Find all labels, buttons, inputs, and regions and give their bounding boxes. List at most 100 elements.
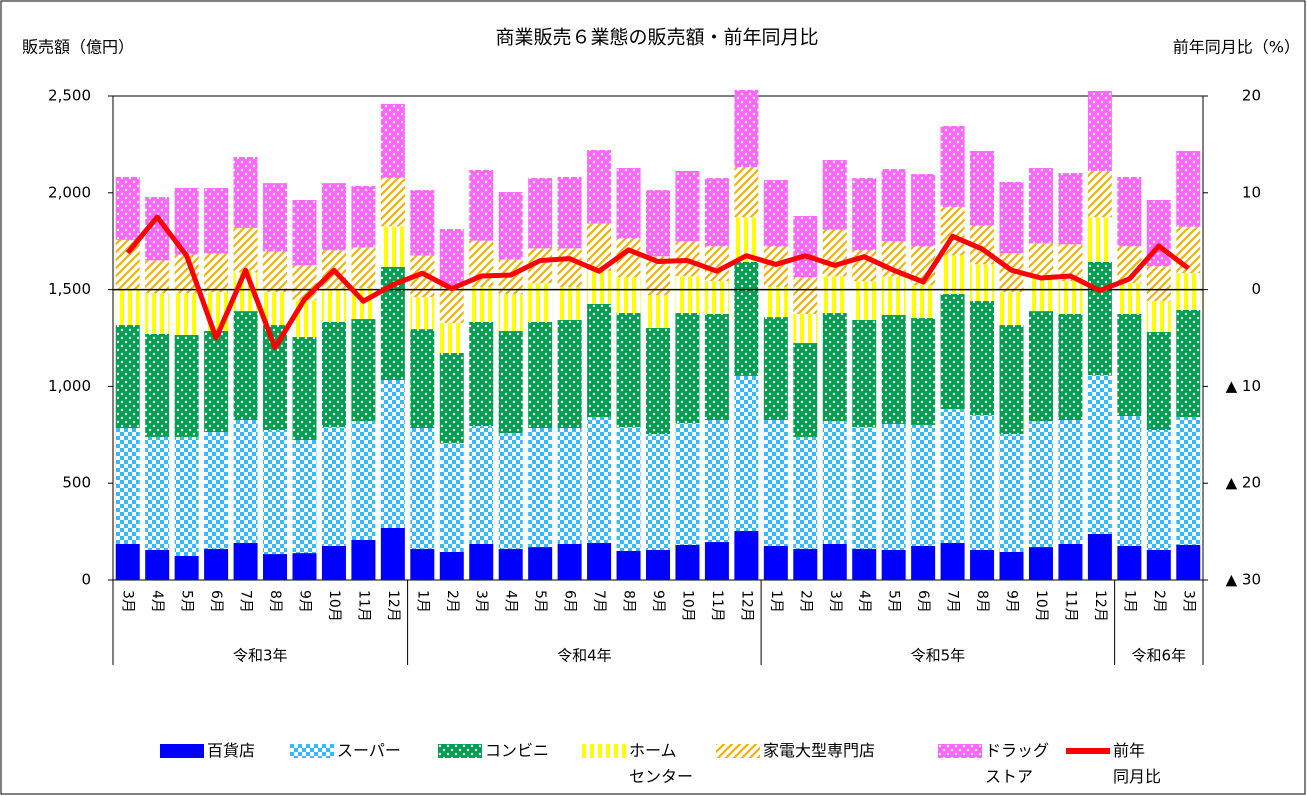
bar — [439, 229, 464, 287]
bar — [410, 549, 435, 580]
bar — [999, 434, 1024, 552]
bar — [321, 321, 346, 428]
bar — [115, 176, 140, 240]
bar — [1176, 273, 1201, 310]
x-tick-label: 11月 — [355, 590, 371, 622]
bar — [292, 199, 317, 266]
legend-label: ホーム センター — [629, 741, 694, 786]
bar — [763, 287, 788, 318]
x-tick-label: 11月 — [709, 590, 725, 622]
bar — [940, 255, 965, 295]
bar — [1087, 170, 1112, 218]
x-tick-label: 1月 — [768, 590, 784, 613]
legend-item: ホーム センター — [582, 738, 693, 790]
bar — [1028, 278, 1053, 312]
bar — [822, 276, 847, 314]
x-tick-label: 10月 — [326, 590, 342, 622]
bar — [351, 186, 376, 248]
bar — [380, 527, 405, 580]
bar — [1117, 176, 1142, 247]
bar — [1176, 150, 1201, 227]
bar — [439, 322, 464, 353]
bar — [1028, 243, 1053, 279]
bar — [1028, 311, 1053, 422]
bar — [646, 434, 670, 550]
bar — [351, 319, 376, 422]
bar — [940, 126, 965, 207]
bar — [881, 423, 906, 550]
x-tick-label: 2月 — [444, 590, 460, 613]
bar — [675, 170, 700, 242]
bar — [734, 375, 759, 532]
bar — [881, 314, 906, 424]
legend-item: コンビニ — [438, 738, 549, 764]
y-tick-label: 0 — [81, 571, 91, 589]
bar — [1058, 173, 1083, 245]
bar — [204, 432, 229, 550]
y2-axis-title: 前年同月比（%） — [1173, 38, 1300, 57]
bar — [321, 289, 346, 322]
bar — [233, 543, 258, 580]
bar — [145, 333, 170, 437]
bar — [233, 156, 258, 228]
bar — [439, 442, 464, 552]
bar — [528, 547, 553, 580]
bar — [940, 294, 965, 410]
bar — [852, 427, 877, 550]
bar — [587, 416, 612, 544]
bar — [380, 226, 405, 267]
bar — [616, 550, 641, 580]
y2-tick-label: ▲ 30 — [1226, 571, 1261, 589]
bar — [793, 313, 818, 344]
x-tick-label: 5月 — [532, 590, 548, 613]
bar — [174, 436, 199, 556]
x-tick-label: 4月 — [856, 590, 872, 613]
bar — [115, 289, 140, 326]
bar — [439, 352, 464, 443]
x-tick-label: 12月 — [385, 590, 401, 622]
group-label: 令和3年 — [233, 647, 288, 665]
bar — [321, 545, 346, 580]
bar — [351, 421, 376, 540]
y-tick-label: 500 — [62, 474, 91, 492]
bar — [881, 549, 906, 580]
bar — [852, 281, 877, 320]
bar — [410, 190, 435, 256]
bar — [115, 239, 140, 290]
x-tick-label: 5月 — [179, 590, 195, 613]
bar — [145, 293, 170, 334]
bar — [675, 422, 700, 545]
bar — [321, 427, 346, 546]
bar — [587, 543, 612, 580]
bar — [763, 545, 788, 580]
y2-tick-label: 20 — [1242, 87, 1261, 105]
x-tick-label: 2月 — [1151, 590, 1167, 613]
bar — [940, 409, 965, 544]
bar — [469, 321, 494, 427]
bar — [145, 260, 170, 294]
bar — [616, 277, 641, 314]
bar — [115, 325, 140, 429]
bar — [1058, 420, 1083, 544]
bar — [204, 253, 229, 293]
bar — [410, 297, 435, 330]
bar — [145, 549, 170, 580]
bar — [704, 542, 729, 580]
chart-title: 商業販売６業態の販売額・前年同月比 — [495, 27, 818, 49]
bar — [970, 549, 995, 580]
bar — [174, 293, 199, 335]
bar — [675, 276, 700, 314]
bar — [1146, 549, 1171, 580]
y2-tick-label: 0 — [1251, 280, 1261, 298]
x-tick-label: 1月 — [414, 590, 430, 613]
x-tick-label: 7月 — [945, 590, 961, 613]
bar — [911, 318, 936, 425]
bar — [557, 248, 582, 288]
x-tick-label: 1月 — [1121, 590, 1137, 613]
y2-tick-label: ▲ 10 — [1226, 377, 1261, 395]
bar — [263, 251, 288, 293]
bar — [646, 549, 670, 580]
bar — [115, 543, 140, 580]
bar — [734, 261, 759, 376]
x-tick-label: 7月 — [238, 590, 254, 613]
